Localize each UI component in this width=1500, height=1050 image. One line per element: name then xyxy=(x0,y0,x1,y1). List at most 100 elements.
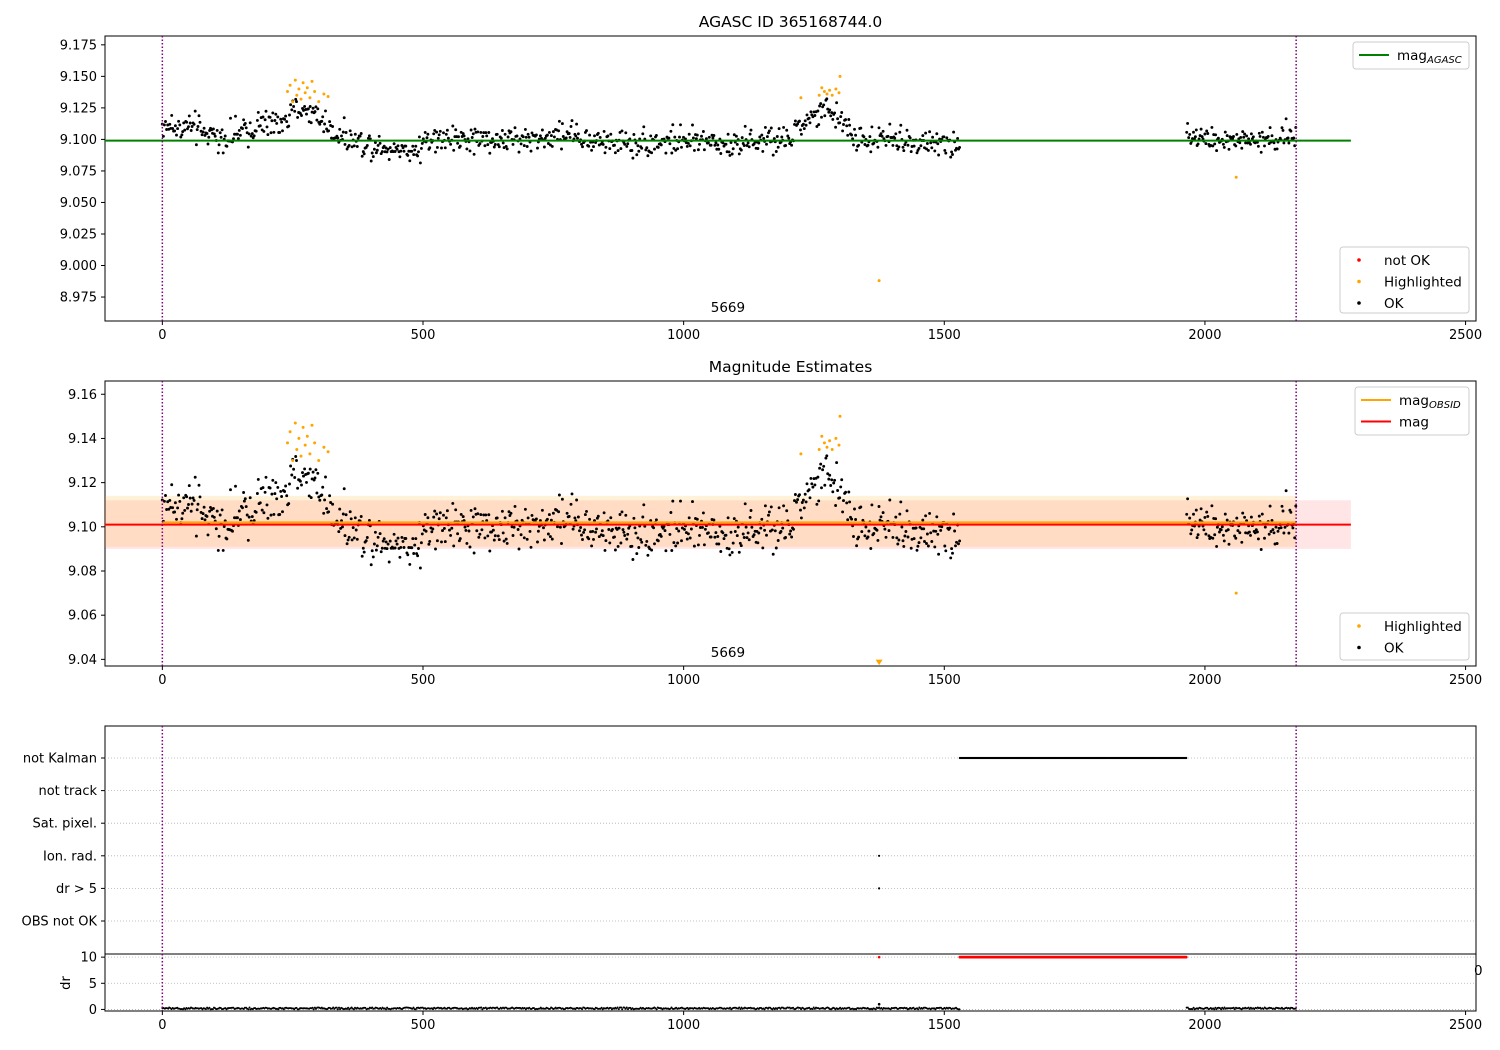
ok-point xyxy=(952,130,956,134)
ok-point xyxy=(229,116,232,120)
ok-point xyxy=(656,145,660,149)
ok-point xyxy=(799,132,803,136)
highlighted-point xyxy=(822,441,826,445)
y-tick-label: 9.025 xyxy=(60,227,97,242)
dr-ok-point xyxy=(1247,1006,1250,1009)
ok-point xyxy=(488,151,492,155)
highlighted-point xyxy=(837,443,841,447)
dr-ok-point xyxy=(1191,1008,1194,1011)
ok-point xyxy=(1234,536,1238,540)
ok-point xyxy=(200,133,204,137)
ok-point xyxy=(404,144,408,148)
ok-point xyxy=(502,146,506,150)
ok-point xyxy=(639,538,643,542)
ok-point xyxy=(263,490,267,494)
ok-point xyxy=(596,131,600,135)
corner-tick-label: 0 xyxy=(1474,963,1483,979)
ok-point xyxy=(526,132,530,136)
ok-point xyxy=(246,538,250,542)
ok-point xyxy=(897,145,901,149)
highlighted-point xyxy=(326,95,330,98)
ok-point xyxy=(585,509,588,513)
ok-point xyxy=(1266,134,1270,138)
ok-point xyxy=(736,525,740,529)
highlighted-point xyxy=(308,452,312,456)
highlighted-point xyxy=(303,91,307,95)
ok-point xyxy=(895,144,899,148)
ok-point xyxy=(618,513,622,516)
ok-point xyxy=(278,130,282,134)
ok-point xyxy=(1240,540,1244,544)
ok-point xyxy=(358,134,362,138)
ok-point xyxy=(521,135,525,139)
ok-point xyxy=(758,135,762,139)
highlighted-point xyxy=(828,88,832,92)
ok-point xyxy=(442,513,445,517)
ok-point xyxy=(173,124,177,128)
ok-point xyxy=(928,511,932,515)
ok-point xyxy=(476,512,480,516)
ok-point xyxy=(799,128,802,132)
ok-point xyxy=(306,107,310,111)
ok-point xyxy=(218,131,222,135)
ok-point xyxy=(341,130,345,134)
ok-point xyxy=(272,130,276,134)
ok-point xyxy=(809,476,813,480)
ok-point xyxy=(839,485,843,489)
ok-point xyxy=(884,535,888,539)
ok-point xyxy=(877,126,881,130)
dr-ok-point xyxy=(625,1006,628,1009)
ok-point xyxy=(769,126,773,130)
ok-point xyxy=(1225,134,1229,138)
ok-point xyxy=(1239,135,1243,139)
ok-point xyxy=(1280,504,1284,508)
ok-point xyxy=(313,110,317,114)
ok-point xyxy=(495,132,499,136)
ok-point xyxy=(669,129,673,133)
panel-dr: 0 5 10 dr 0 500 1000 1500 2000 2500 xyxy=(59,951,1482,1033)
ok-point xyxy=(431,527,435,531)
ok-point xyxy=(338,127,342,131)
legend-label: Highlighted xyxy=(1384,275,1462,291)
ok-point xyxy=(401,539,405,543)
ok-point xyxy=(377,134,381,138)
ok-point xyxy=(192,498,196,502)
ok-point xyxy=(742,536,746,539)
ok-point xyxy=(1199,127,1203,131)
ok-point xyxy=(394,539,398,543)
ok-point xyxy=(1199,507,1203,511)
ok-point xyxy=(812,110,816,114)
flag-point xyxy=(878,887,881,890)
ok-point xyxy=(793,499,796,503)
ok-point xyxy=(430,530,434,534)
ok-point xyxy=(581,145,584,149)
dr-ok-point xyxy=(248,1006,251,1009)
ok-point xyxy=(852,535,855,538)
ok-point xyxy=(934,529,938,533)
y-tick-label: 9.100 xyxy=(60,133,97,148)
ok-point xyxy=(212,132,216,136)
ok-point xyxy=(1255,530,1259,534)
ok-point xyxy=(637,149,641,153)
ok-point xyxy=(618,130,622,134)
ok-point xyxy=(198,120,202,124)
ok-point xyxy=(517,150,521,154)
ok-point xyxy=(402,149,406,153)
ok-point xyxy=(451,124,455,128)
ok-point xyxy=(308,467,312,471)
dr-ok-point xyxy=(874,1008,877,1011)
ok-point xyxy=(177,493,181,497)
ok-point xyxy=(342,116,346,120)
ok-point xyxy=(497,145,501,149)
ok-point xyxy=(1251,135,1255,139)
ok-point xyxy=(265,125,269,129)
ok-point xyxy=(212,515,216,519)
ok-point xyxy=(646,154,650,158)
ok-point xyxy=(244,126,248,130)
ok-point xyxy=(854,133,858,137)
ok-point xyxy=(954,544,957,548)
ok-point xyxy=(948,526,952,530)
highlighted-point xyxy=(308,96,312,100)
ok-point xyxy=(501,141,505,145)
